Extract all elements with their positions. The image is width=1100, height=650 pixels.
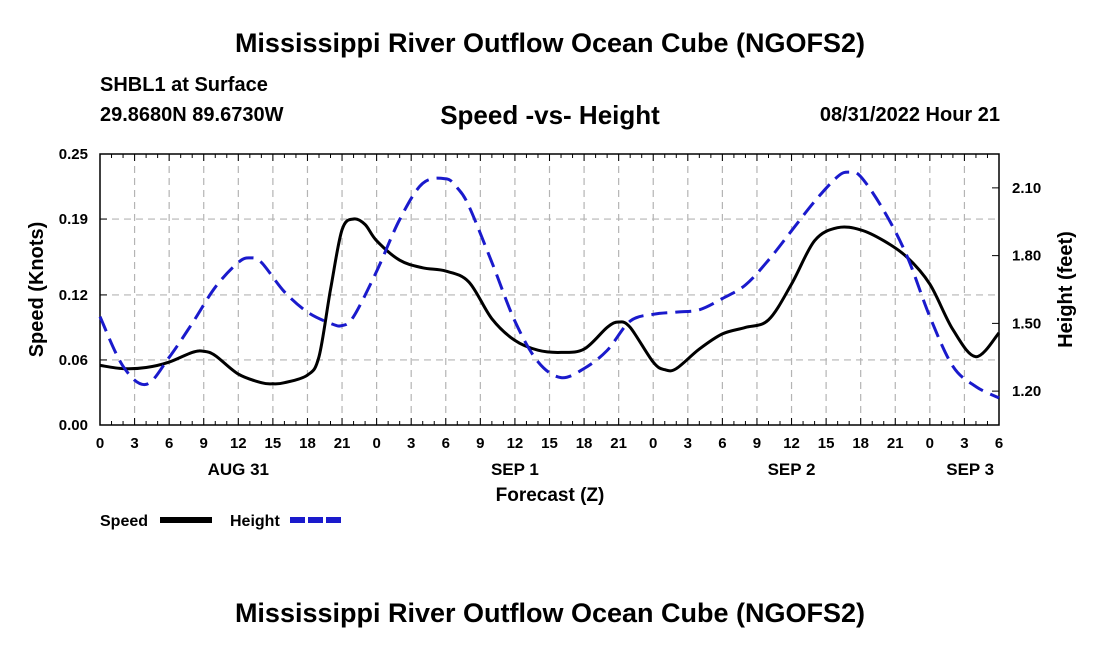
x-tick-label: 0 xyxy=(649,435,657,452)
station-coordinates: 29.8680N 89.6730W xyxy=(100,104,284,126)
y-tick-label: 0.12 xyxy=(59,287,88,304)
speed-series-line xyxy=(99,217,1001,386)
x-tick-label: 6 xyxy=(165,435,173,452)
x-tick-label: 18 xyxy=(852,435,869,452)
legend-height-label: Height xyxy=(230,513,280,530)
x-tick-label: 18 xyxy=(299,435,316,452)
legend-speed-label: Speed xyxy=(100,513,148,530)
x-tick-label: 12 xyxy=(230,435,247,452)
x-tick-label: 15 xyxy=(818,435,835,452)
footer-title: Mississippi River Outflow Ocean Cube (NG… xyxy=(234,598,866,628)
y-tick-label: 0.00 xyxy=(59,417,88,434)
chart-subtitle: Speed -vs- Height xyxy=(440,100,660,130)
y-tick-label: 0.06 xyxy=(59,352,88,369)
date-label: SEP 2 xyxy=(768,460,816,479)
x-tick-label: 0 xyxy=(96,435,104,452)
x-tick-label: 9 xyxy=(200,435,208,452)
x-tick-label: 3 xyxy=(684,435,692,452)
height-series-line xyxy=(98,170,1000,400)
x-tick-label: 15 xyxy=(541,435,558,452)
x-tick-label: 6 xyxy=(995,435,1003,452)
y2-tick-label: 2.10 xyxy=(1012,180,1041,197)
x-tick-label: 18 xyxy=(576,435,593,452)
x-tick-label: 3 xyxy=(130,435,138,452)
x-tick-label: 21 xyxy=(887,435,904,452)
x-tick-label: 9 xyxy=(753,435,761,452)
forecast-datetime: 08/31/2022 Hour 21 xyxy=(819,104,1000,126)
x-tick-label: 9 xyxy=(476,435,484,452)
station-label: SHBL1 at Surface xyxy=(100,74,268,96)
y2-tick-label: 1.80 xyxy=(1012,248,1041,265)
x-tick-label: 12 xyxy=(507,435,524,452)
x-axis-title: Forecast (Z) xyxy=(496,485,605,506)
y2-tick-label: 1.20 xyxy=(1012,383,1041,400)
y-axis-title: Speed (Knots) xyxy=(26,222,48,358)
x-tick-label: 15 xyxy=(265,435,282,452)
x-tick-label: 3 xyxy=(960,435,968,452)
x-tick-label: 0 xyxy=(372,435,380,452)
y2-tick-label: 1.50 xyxy=(1012,315,1041,332)
x-tick-label: 3 xyxy=(407,435,415,452)
date-label: SEP 1 xyxy=(491,460,539,479)
x-tick-label: 0 xyxy=(926,435,934,452)
date-label: AUG 31 xyxy=(208,460,269,479)
x-tick-label: 6 xyxy=(442,435,450,452)
y-tick-label: 0.25 xyxy=(59,146,88,163)
x-tick-label: 21 xyxy=(334,435,351,452)
main-title: Mississippi River Outflow Ocean Cube (NG… xyxy=(234,28,866,58)
x-tick-label: 6 xyxy=(718,435,726,452)
x-tick-label: 12 xyxy=(783,435,800,452)
date-label: SEP 3 xyxy=(946,460,994,479)
x-tick-label: 21 xyxy=(610,435,627,452)
y-tick-label: 0.19 xyxy=(59,211,88,228)
y2-axis-title: Height (feet) xyxy=(1055,231,1077,348)
